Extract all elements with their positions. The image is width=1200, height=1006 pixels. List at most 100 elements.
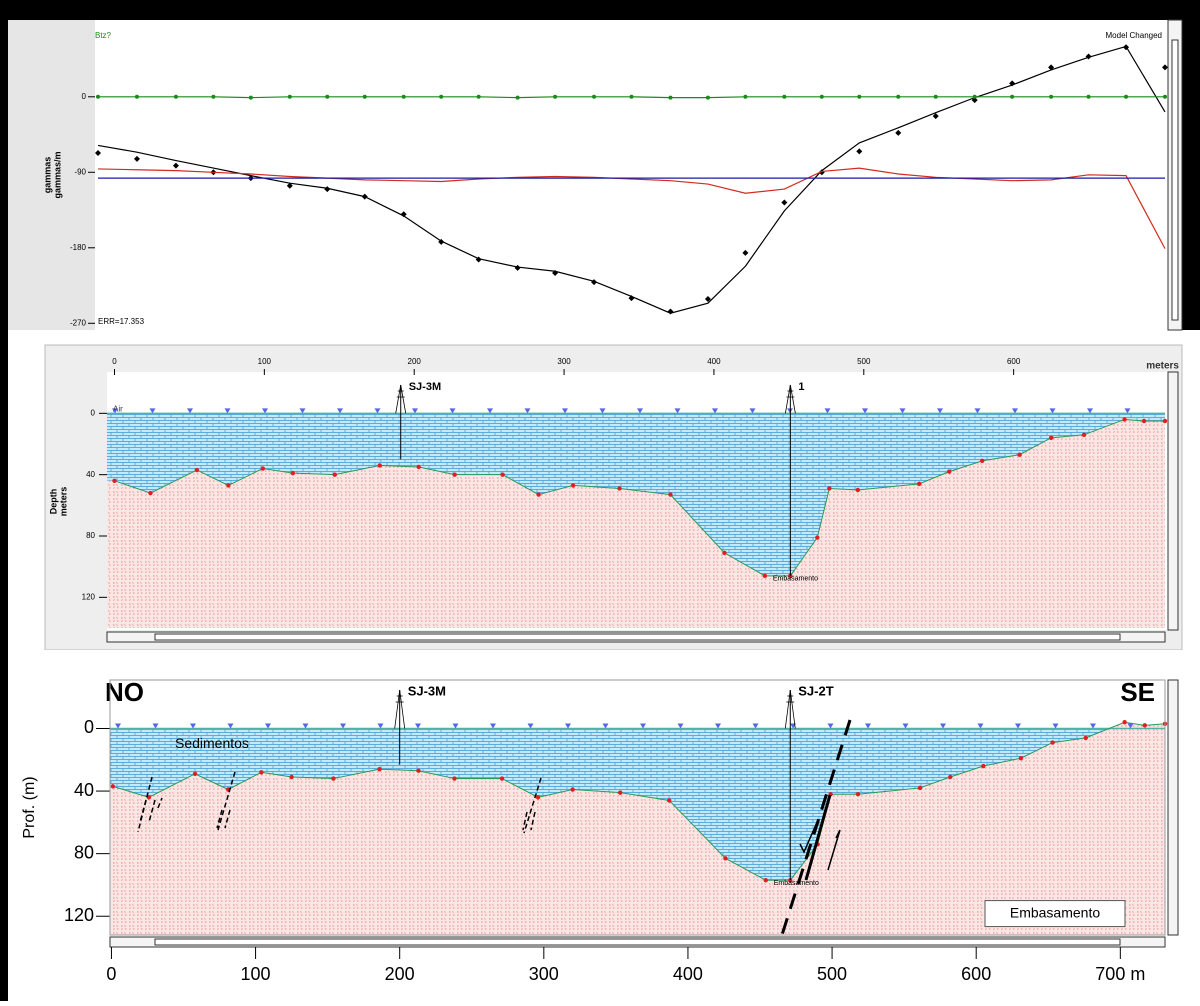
interface-point	[1143, 723, 1147, 727]
x-tick-label: 300	[557, 357, 571, 366]
x-tick-label: 500	[857, 357, 871, 366]
interface-point	[261, 466, 265, 470]
page: {"chart_data": [ {"type": "line", "title…	[0, 0, 1200, 1001]
data-point	[1163, 95, 1167, 99]
interface-label: Embasamento	[774, 880, 819, 887]
data-point	[516, 96, 520, 100]
data-point	[135, 95, 139, 99]
data-point	[973, 95, 977, 99]
scrollbar[interactable]	[1168, 680, 1178, 935]
surface-label: Air	[113, 404, 123, 413]
data-point	[743, 95, 747, 99]
x-tick-label: 700 m	[1095, 964, 1145, 984]
interface-point	[417, 465, 421, 469]
well-label: 1	[798, 381, 804, 393]
interface-point	[1084, 736, 1088, 740]
x-tick-label: 0	[112, 357, 117, 366]
interface-point	[111, 784, 115, 788]
scroll-thumb[interactable]	[1172, 40, 1178, 320]
data-point	[1124, 95, 1128, 99]
data-point	[288, 95, 292, 99]
corner-label: SE	[1120, 677, 1155, 707]
data-point	[439, 95, 443, 99]
interface-point	[193, 772, 197, 776]
status: Model Changed	[1106, 31, 1162, 40]
layer-label: Sedimentos	[175, 735, 249, 751]
x-tick-label: 100	[258, 357, 272, 366]
interface-point	[1082, 433, 1086, 437]
data-point	[706, 96, 710, 100]
interface-point	[722, 551, 726, 555]
x-tick-label: 600	[961, 964, 991, 984]
interface-point	[815, 535, 819, 539]
interface-point	[452, 472, 456, 476]
interface-point	[980, 459, 984, 463]
y-tick-label: 120	[82, 592, 96, 601]
interface-point	[333, 472, 337, 476]
screen: Btz?Model ChangedERR=17.353gammasgammas/…	[0, 0, 1200, 1001]
interface-point	[416, 769, 420, 773]
interface-point	[827, 486, 831, 490]
y-tick-label: -90	[74, 167, 86, 176]
x-tick-label: 600	[1007, 357, 1021, 366]
interface-point	[536, 492, 540, 496]
interface-point	[856, 792, 860, 796]
data-point	[1049, 95, 1053, 99]
interface-label: Embasamento	[773, 576, 818, 583]
data-point	[782, 95, 786, 99]
interface-point	[331, 776, 335, 780]
y-tick-label: -270	[70, 318, 87, 327]
interface-point	[917, 482, 921, 486]
y-tick-label: 0	[91, 408, 96, 417]
interface-point	[377, 767, 381, 771]
data-point	[363, 95, 367, 99]
interface-point	[571, 483, 575, 487]
y-axis-label: Depth	[48, 489, 58, 515]
interface-point	[378, 463, 382, 467]
x-tick-label: 0	[106, 964, 116, 984]
well-label: SJ-3M	[409, 381, 441, 393]
interface-point	[1122, 417, 1126, 421]
interface-point	[763, 574, 767, 578]
layer-label: Embasamento	[1010, 904, 1100, 920]
interface-point	[981, 764, 985, 768]
data-point	[402, 95, 406, 99]
interface-point	[1050, 740, 1054, 744]
interface-point	[856, 488, 860, 492]
interface-point	[112, 479, 116, 483]
x-axis-label: meters	[1146, 361, 1179, 372]
well-label: SJ-3M	[408, 683, 446, 698]
y-axis-label: Prof. (m)	[21, 776, 38, 838]
scroll-thumb[interactable]	[155, 634, 1120, 640]
y-tick-label: -180	[70, 243, 87, 252]
data-point	[820, 95, 824, 99]
interface-point	[618, 790, 622, 794]
scrollbar[interactable]	[1168, 372, 1178, 630]
interface-point	[723, 856, 727, 860]
interface-point	[289, 775, 293, 779]
data-point	[174, 95, 178, 99]
interface-point	[617, 486, 621, 490]
x-tick-label: 100	[241, 964, 271, 984]
corner-label: NO	[105, 677, 144, 707]
interface-point	[1142, 419, 1146, 423]
interface-point	[259, 770, 263, 774]
interface-point	[195, 468, 199, 472]
x-tick-label: 200	[408, 357, 422, 366]
scroll-thumb[interactable]	[155, 939, 1120, 945]
well-label: SJ-2T	[798, 683, 833, 698]
y-axis-label: meters	[58, 487, 68, 517]
interface-point	[918, 786, 922, 790]
data-point	[477, 95, 481, 99]
interface-point	[764, 878, 768, 882]
interface-point	[291, 471, 295, 475]
interface-point	[148, 491, 152, 495]
interface-point	[1122, 720, 1126, 724]
interface-point	[947, 469, 951, 473]
y-tick-label: 0	[84, 717, 94, 737]
interface-point	[1163, 419, 1167, 423]
data-point	[325, 95, 329, 99]
x-tick-label: 500	[817, 964, 847, 984]
annotation: ERR=17.353	[98, 317, 145, 326]
interface-point	[500, 776, 504, 780]
